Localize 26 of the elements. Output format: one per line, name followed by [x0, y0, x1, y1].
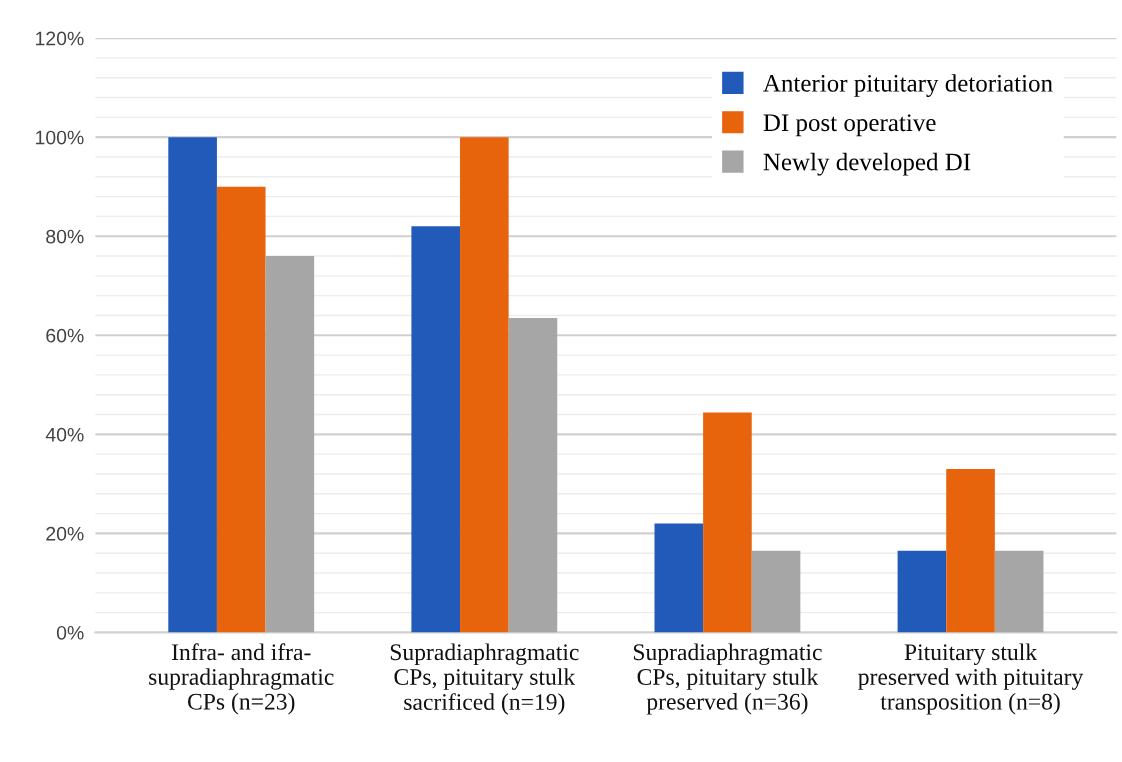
- bar: [411, 226, 461, 633]
- x-tick-label: Infra- and ifra- supradiaphragmatic CPs (n=23): [149, 643, 334, 715]
- bar: [168, 137, 217, 633]
- bar: [265, 256, 315, 633]
- legend-label: Anterior pituitary detoriation: [763, 74, 1053, 97]
- legend-label: Newly developed DI: [763, 152, 971, 176]
- y-tick-label: 80%: [46, 229, 84, 244]
- y-tick-label: 40%: [45, 427, 84, 442]
- bar: [751, 550, 801, 633]
- bar: [460, 137, 509, 633]
- y-tick-label: 0%: [56, 625, 84, 640]
- x-tick-label: Pituitary stulk preserved with pituitary transposition (n=8): [858, 643, 1084, 715]
- bar: [994, 550, 1044, 633]
- bar: [216, 186, 266, 633]
- legend-label: DI post operative: [763, 114, 936, 137]
- y-tick-label: 120%: [36, 31, 84, 46]
- bar: [703, 412, 752, 633]
- x-tick-label: Supradiaphragmatic CPs, pituitary stulk sacrificed (n=19): [390, 643, 579, 715]
- x-tick-label: Supradiaphragmatic CPs, pituitary stulk preserved (n=36): [633, 643, 822, 715]
- y-tick-label: 20%: [46, 526, 84, 541]
- bar: [897, 550, 947, 633]
- y-tick-label: 100%: [36, 130, 84, 145]
- bar: [508, 317, 558, 633]
- bar: [654, 523, 704, 633]
- y-tick-label: 60%: [46, 328, 84, 343]
- bar: [946, 469, 995, 633]
